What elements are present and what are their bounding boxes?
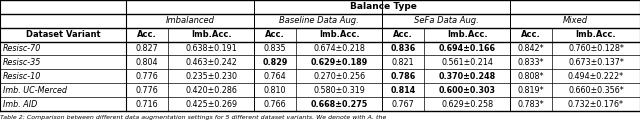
Text: 0.732±0.176*: 0.732±0.176*	[568, 99, 624, 108]
Text: Acc.: Acc.	[138, 30, 157, 39]
Text: Baseline Data Aug.: Baseline Data Aug.	[278, 16, 358, 25]
Text: Resisc-35: Resisc-35	[3, 58, 41, 67]
Text: 0.835: 0.835	[264, 44, 287, 53]
Text: 0.833*: 0.833*	[518, 58, 545, 67]
Text: 0.776: 0.776	[136, 86, 159, 95]
Text: 0.425±0.269: 0.425±0.269	[185, 99, 237, 108]
Text: Imb.Acc.: Imb.Acc.	[191, 30, 232, 39]
Text: 0.764: 0.764	[264, 72, 287, 81]
Text: Imb.Acc.: Imb.Acc.	[447, 30, 488, 39]
Text: 0.270±0.256: 0.270±0.256	[313, 72, 365, 81]
Text: Balance Type: Balance Type	[350, 2, 417, 11]
Text: Acc.: Acc.	[266, 30, 285, 39]
Text: 0.767: 0.767	[392, 99, 415, 108]
Text: 0.600±0.303: 0.600±0.303	[438, 86, 496, 95]
Text: 0.842*: 0.842*	[518, 44, 545, 53]
Text: 0.463±0.242: 0.463±0.242	[185, 58, 237, 67]
Text: Table 2: Comparison between different data augmentation settings for 5 different: Table 2: Comparison between different da…	[0, 115, 387, 120]
Text: Imb.Acc.: Imb.Acc.	[576, 30, 616, 39]
Text: 0.629±0.258: 0.629±0.258	[441, 99, 493, 108]
Text: 0.786: 0.786	[390, 72, 416, 81]
Text: 0.783*: 0.783*	[518, 99, 545, 108]
Text: Acc.: Acc.	[522, 30, 541, 39]
Text: Imb. AID: Imb. AID	[3, 99, 37, 108]
Text: 0.821: 0.821	[392, 58, 415, 67]
Text: 0.494±0.222*: 0.494±0.222*	[568, 72, 624, 81]
Text: 0.827: 0.827	[136, 44, 159, 53]
Text: Imb. UC-Merced: Imb. UC-Merced	[3, 86, 67, 95]
Text: Imb.Acc.: Imb.Acc.	[319, 30, 360, 39]
Text: 0.370±0.248: 0.370±0.248	[438, 72, 496, 81]
Text: 0.420±0.286: 0.420±0.286	[185, 86, 237, 95]
Text: 0.804: 0.804	[136, 58, 159, 67]
Text: SeFa Data Aug.: SeFa Data Aug.	[414, 16, 479, 25]
Text: 0.766: 0.766	[264, 99, 287, 108]
Text: 0.674±0.218: 0.674±0.218	[313, 44, 365, 53]
Text: 0.760±0.128*: 0.760±0.128*	[568, 44, 624, 53]
Text: 0.829: 0.829	[262, 58, 288, 67]
Text: Resisc-70: Resisc-70	[3, 44, 41, 53]
Text: 0.660±0.356*: 0.660±0.356*	[568, 86, 624, 95]
Text: 0.694±0.166: 0.694±0.166	[438, 44, 496, 53]
Text: 0.716: 0.716	[136, 99, 159, 108]
Text: 0.668±0.275: 0.668±0.275	[310, 99, 368, 108]
Text: 0.561±0.214: 0.561±0.214	[441, 58, 493, 67]
Text: 0.819*: 0.819*	[518, 86, 545, 95]
Text: 0.808*: 0.808*	[518, 72, 545, 81]
Text: Resisc-10: Resisc-10	[3, 72, 41, 81]
Text: 0.814: 0.814	[390, 86, 416, 95]
Text: 0.638±0.191: 0.638±0.191	[186, 44, 237, 53]
Text: 0.580±0.319: 0.580±0.319	[313, 86, 365, 95]
Text: 0.629±0.189: 0.629±0.189	[310, 58, 368, 67]
Text: 0.810: 0.810	[264, 86, 287, 95]
Text: 0.673±0.137*: 0.673±0.137*	[568, 58, 624, 67]
Text: Dataset Variant: Dataset Variant	[26, 30, 100, 39]
Text: 0.235±0.230: 0.235±0.230	[185, 72, 237, 81]
Text: Mixed: Mixed	[563, 16, 588, 25]
Text: 0.776: 0.776	[136, 72, 159, 81]
Text: Imbalanced: Imbalanced	[166, 16, 215, 25]
Text: 0.836: 0.836	[390, 44, 416, 53]
Text: Acc.: Acc.	[394, 30, 413, 39]
